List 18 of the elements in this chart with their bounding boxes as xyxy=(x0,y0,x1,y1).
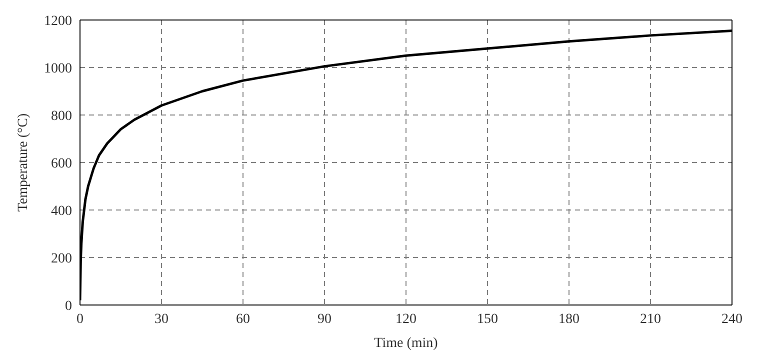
x-tick-label: 210 xyxy=(640,312,661,327)
y-tick-label: 0 xyxy=(65,298,72,314)
y-tick-label: 800 xyxy=(51,108,72,124)
y-tick-label: 1000 xyxy=(44,61,72,76)
y-tick-label: 600 xyxy=(51,156,72,172)
y-tick-label: 1200 xyxy=(44,14,72,29)
x-tick-label: 240 xyxy=(722,312,742,327)
x-tick-label: 90 xyxy=(318,312,332,327)
x-tick-label: 0 xyxy=(76,312,84,327)
y-tick-label: 200 xyxy=(51,251,72,266)
x-axis-title: Time (min) xyxy=(374,336,438,351)
x-tick-label: 180 xyxy=(558,312,580,327)
x-tick-label: 30 xyxy=(154,312,168,327)
y-axis-title: Temperature (°C) xyxy=(16,113,31,212)
x-tick-label: 150 xyxy=(477,312,498,327)
x-tick-label: 120 xyxy=(396,312,416,327)
x-tick-label: 60 xyxy=(236,312,250,327)
y-tick-label: 400 xyxy=(51,204,72,219)
